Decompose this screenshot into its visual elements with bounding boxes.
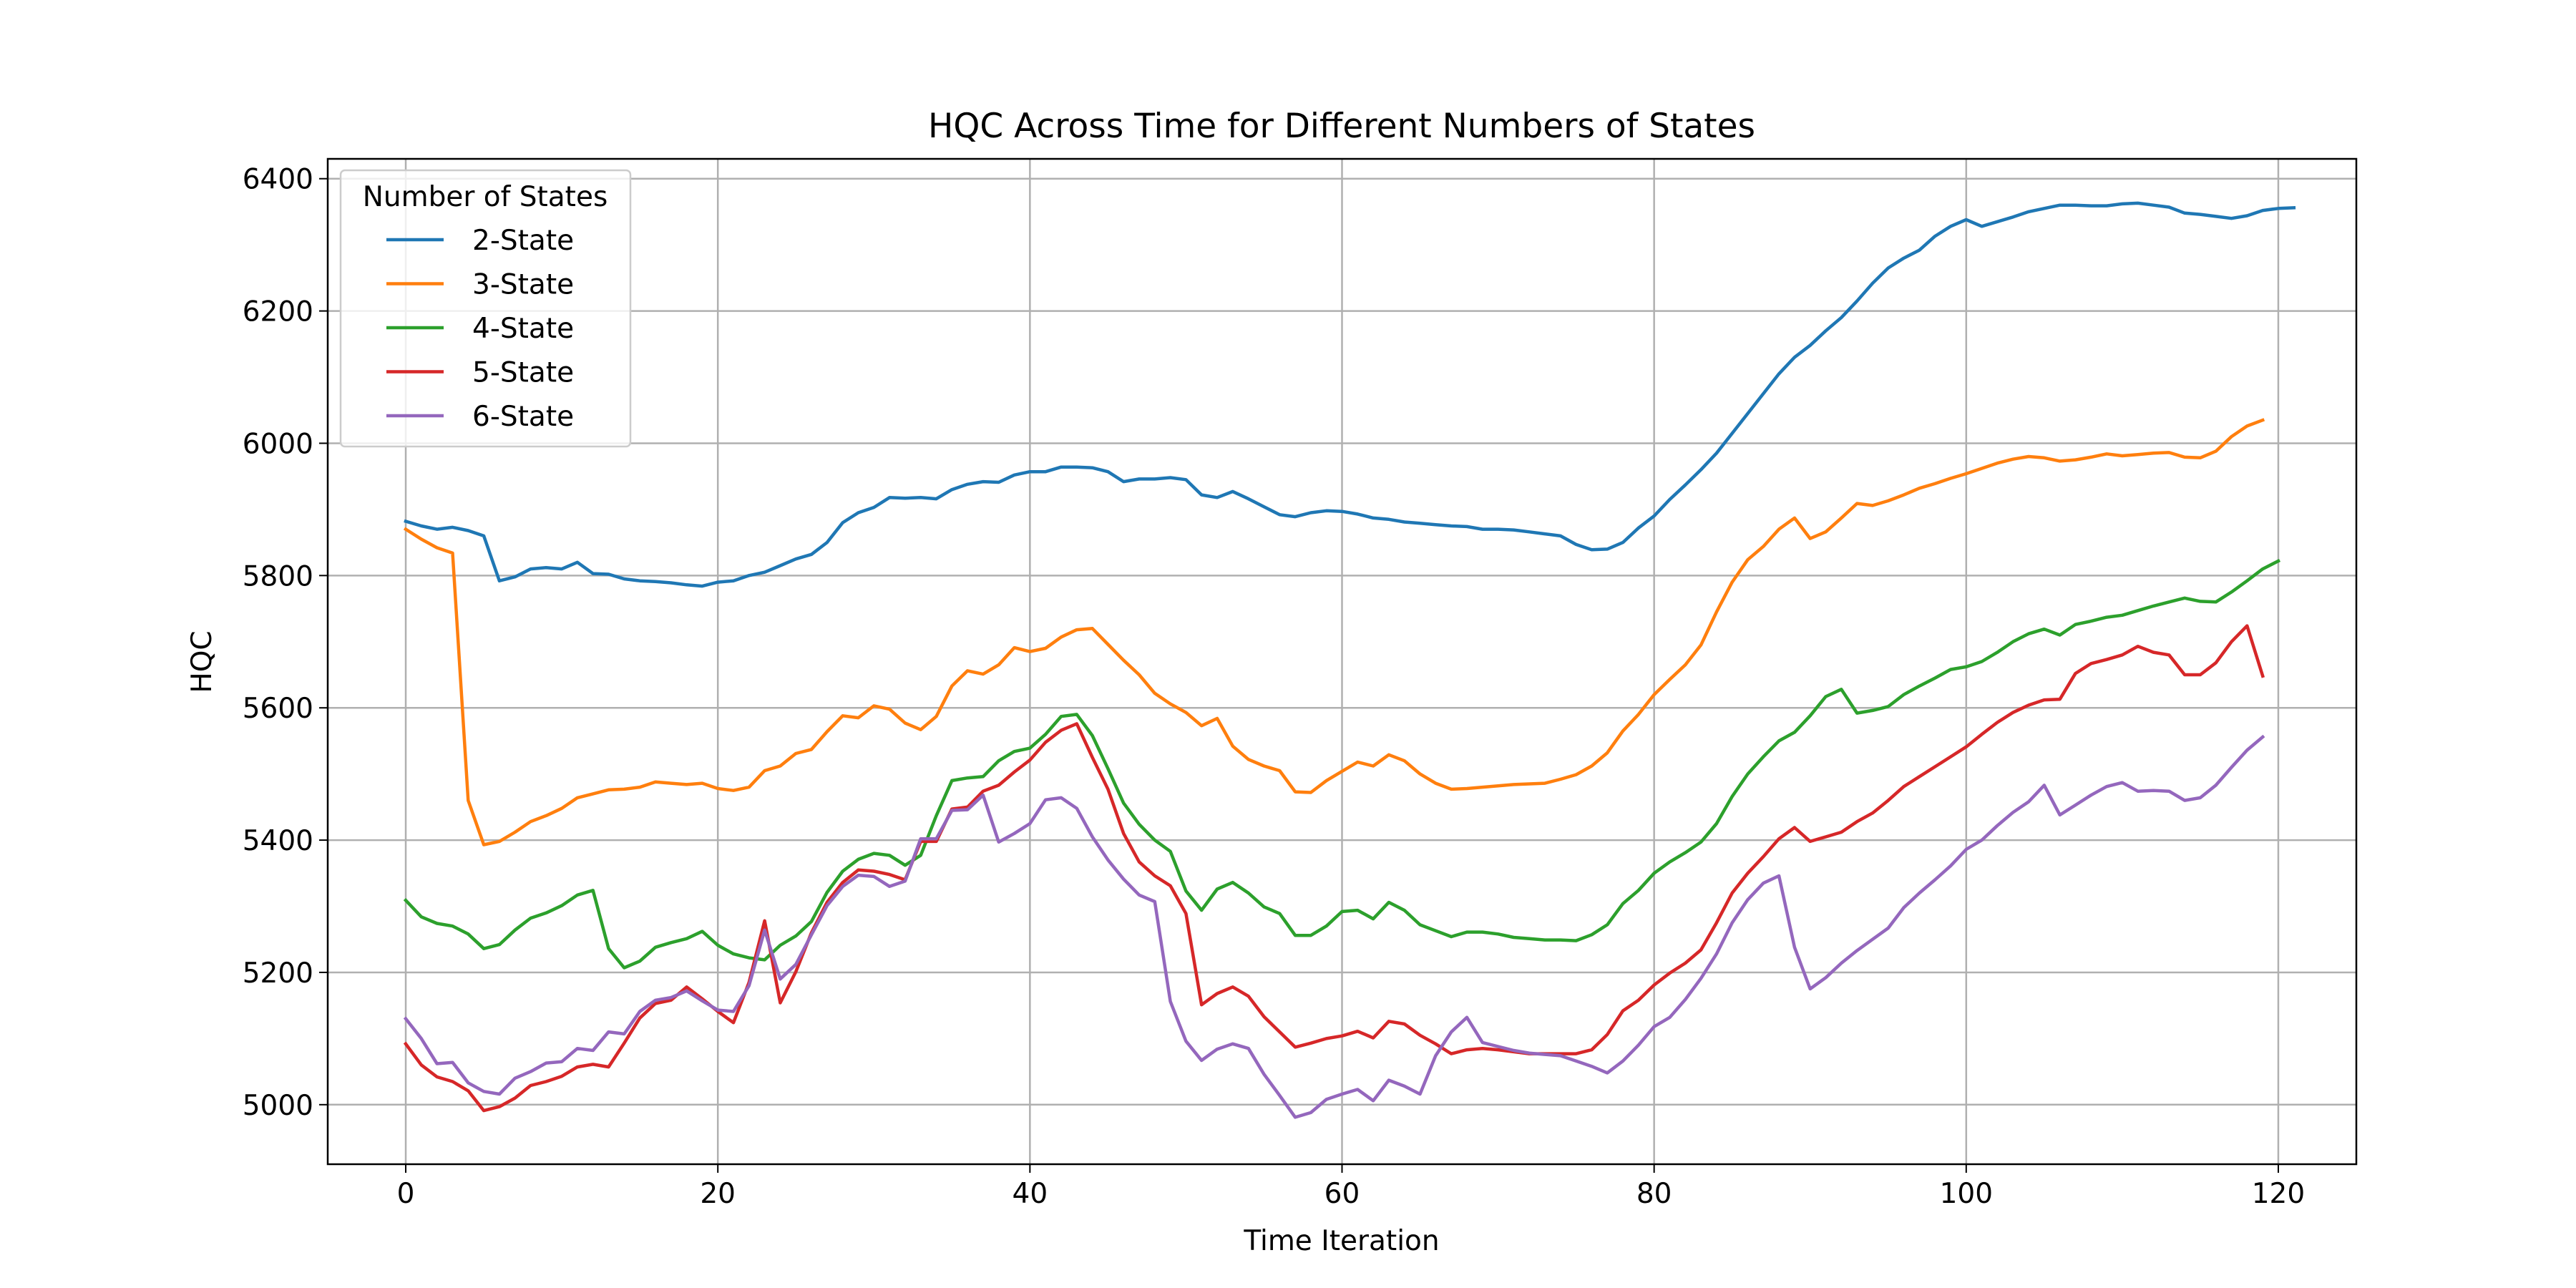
y-tick-label: 5800: [243, 560, 313, 592]
series-line-3-state: [403, 418, 2265, 847]
x-tick-label: 20: [700, 1178, 736, 1210]
x-tick-label: 40: [1013, 1178, 1048, 1210]
x-tick-label: 0: [397, 1178, 415, 1210]
legend-label: 5-State: [472, 357, 574, 389]
legend-label: 2-State: [472, 225, 574, 257]
grid-lines: [328, 159, 2356, 1164]
x-tick-label: 60: [1324, 1178, 1360, 1210]
y-axis-ticks: 5000 5200 5400 5600 5800 6000 6200 6400: [243, 164, 328, 1122]
legend-label: 3-State: [472, 269, 574, 301]
y-tick-label: 5600: [243, 693, 313, 725]
y-tick-label: 5200: [243, 957, 313, 990]
y-tick-label: 6200: [243, 296, 313, 328]
legend-label: 4-State: [472, 313, 574, 345]
legend-title: Number of States: [363, 181, 608, 213]
y-tick-label: 6000: [243, 428, 313, 460]
x-tick-label: 80: [1636, 1178, 1672, 1210]
legend-label: 6-State: [472, 401, 574, 433]
series-line-2-state: [404, 201, 2296, 588]
y-tick-label: 5000: [243, 1090, 313, 1122]
x-tick-label: 120: [2252, 1178, 2305, 1210]
x-axis-label: Time Iteration: [1243, 1225, 1439, 1257]
y-tick-label: 6400: [243, 164, 313, 196]
legend: Number of States 2-State 3-State 4-State 5-…: [339, 169, 632, 448]
x-axis-ticks: 0 20 40 60 80 100 120: [397, 1164, 2305, 1210]
series-line-4-state: [403, 558, 2281, 970]
series-line-6-state: [403, 734, 2265, 1119]
chart-title: HQC Across Time for Different Numbers of…: [928, 107, 1755, 146]
series-lines: [403, 201, 2296, 1119]
y-tick-label: 5400: [243, 825, 313, 857]
y-axis-label: HQC: [186, 630, 218, 693]
legend-entries: 2-State 3-State 4-State 5-State 6-State: [386, 225, 574, 433]
x-tick-label: 100: [1940, 1178, 1993, 1210]
